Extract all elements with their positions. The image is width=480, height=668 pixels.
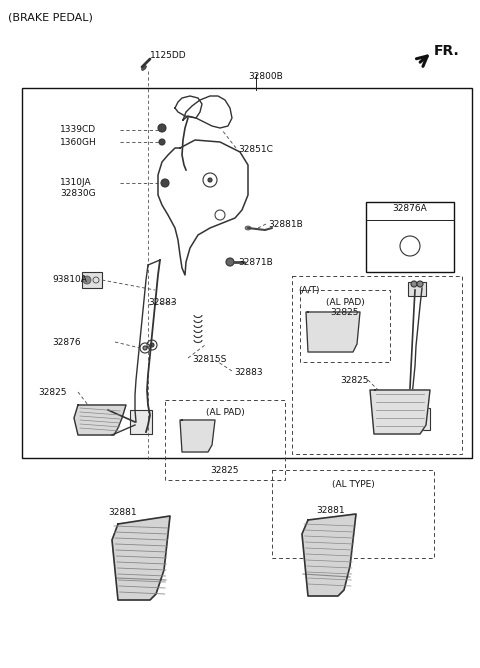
Text: 32881: 32881 [108, 508, 137, 517]
Text: 93810A: 93810A [52, 275, 87, 284]
Text: 32871B: 32871B [238, 258, 273, 267]
Bar [22, 88, 472, 458]
Text: 32883: 32883 [148, 298, 177, 307]
Circle shape [161, 179, 169, 187]
Circle shape [208, 178, 212, 182]
Bar [324, 324, 335, 329]
Bar [300, 290, 390, 362]
Text: 1339CD: 1339CD [60, 125, 96, 134]
Bar [338, 316, 349, 321]
Ellipse shape [245, 226, 251, 230]
Text: FR.: FR. [434, 44, 460, 58]
Bar [202, 438, 209, 443]
Text: 32830G: 32830G [60, 189, 96, 198]
Bar [272, 470, 434, 558]
Bar [130, 410, 152, 434]
Bar [165, 400, 285, 480]
Circle shape [417, 281, 423, 287]
Text: 32851C: 32851C [238, 145, 273, 154]
Bar [410, 408, 430, 430]
Bar [193, 431, 200, 436]
Bar [408, 282, 426, 296]
Text: 1310JA: 1310JA [60, 178, 92, 187]
Bar [338, 324, 349, 329]
Bar [310, 340, 321, 345]
Text: 32881: 32881 [316, 506, 345, 515]
Bar [338, 340, 349, 345]
Text: 32815S: 32815S [192, 355, 227, 364]
Circle shape [83, 276, 91, 284]
Text: 32825: 32825 [211, 466, 239, 475]
Bar [202, 431, 209, 436]
Text: 32825: 32825 [331, 308, 359, 317]
Polygon shape [370, 390, 430, 434]
Text: 32825: 32825 [340, 376, 369, 385]
Bar [193, 438, 200, 443]
Text: 32876A: 32876A [393, 204, 427, 213]
Bar [82, 272, 102, 288]
Bar [324, 316, 335, 321]
Bar [184, 438, 191, 443]
Circle shape [226, 258, 234, 266]
Bar [292, 276, 462, 454]
Bar [310, 324, 321, 329]
Bar [202, 445, 209, 450]
Bar [202, 424, 209, 429]
Text: (AL TYPE): (AL TYPE) [332, 480, 374, 489]
Text: (BRAKE PEDAL): (BRAKE PEDAL) [8, 12, 93, 22]
Bar [310, 316, 321, 321]
Circle shape [411, 281, 417, 287]
Circle shape [159, 139, 165, 145]
Text: 1360GH: 1360GH [60, 138, 97, 147]
Polygon shape [306, 312, 360, 352]
Circle shape [143, 346, 147, 350]
Polygon shape [180, 420, 215, 452]
Text: 32881B: 32881B [268, 220, 303, 229]
Circle shape [158, 124, 166, 132]
Polygon shape [74, 405, 126, 435]
Polygon shape [302, 514, 356, 596]
Bar [193, 424, 200, 429]
Polygon shape [112, 516, 170, 600]
Circle shape [150, 343, 154, 347]
Text: 32825: 32825 [38, 388, 67, 397]
Text: 32883: 32883 [234, 368, 263, 377]
Bar [324, 332, 335, 337]
Bar [338, 332, 349, 337]
Bar [184, 445, 191, 450]
Text: 32800B: 32800B [248, 72, 283, 81]
Bar [324, 340, 335, 345]
Bar [366, 202, 454, 272]
Bar [193, 445, 200, 450]
Ellipse shape [142, 65, 146, 70]
Bar [184, 431, 191, 436]
Text: 32876: 32876 [52, 338, 81, 347]
Text: 1125DD: 1125DD [150, 51, 187, 60]
Bar [184, 424, 191, 429]
Text: (AL PAD): (AL PAD) [325, 298, 364, 307]
Text: (AL PAD): (AL PAD) [205, 408, 244, 417]
Bar [310, 332, 321, 337]
Text: (A/T): (A/T) [298, 286, 320, 295]
